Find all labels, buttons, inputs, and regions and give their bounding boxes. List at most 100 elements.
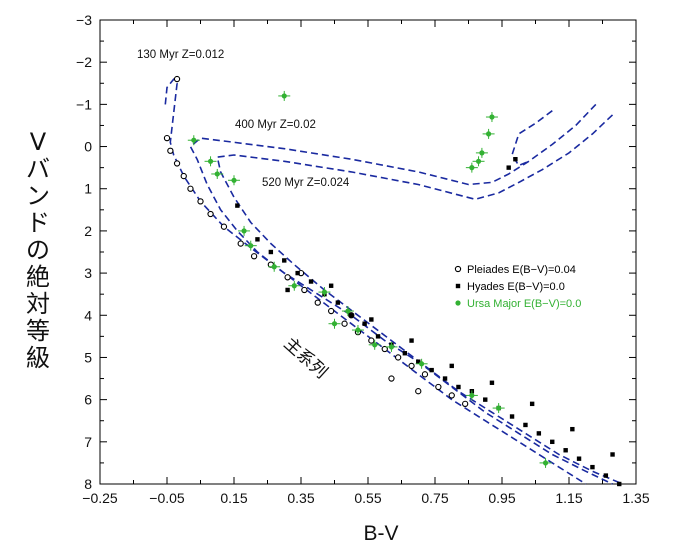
hyades-point <box>456 384 461 390</box>
y-tick-label: 5 <box>84 349 92 365</box>
hyades-point <box>442 376 448 381</box>
y-tick-label: −2 <box>76 54 92 70</box>
legend-entry: Pleiades E(B−V)=0.04 <box>467 264 576 276</box>
ursa-major-point <box>469 392 475 399</box>
legend: Pleiades E(B−V)=0.04 Hyades E(B−V)=0.0 Urs… <box>454 264 581 310</box>
isochrone-curves <box>164 78 623 485</box>
ursa-major-point <box>372 342 378 348</box>
ursa-major-point <box>496 405 502 411</box>
pleiades-point <box>388 375 395 382</box>
legend-entry: Hyades E(B−V)=0.0 <box>467 281 565 293</box>
hyades-point <box>603 473 609 478</box>
hyades-point <box>536 431 542 436</box>
y-tick-label: 3 <box>84 265 92 281</box>
y-axis-label-char: ン <box>26 182 50 210</box>
hyades-point <box>416 359 421 364</box>
x-axis-label: B-V <box>363 522 398 545</box>
hyades-point <box>550 439 555 445</box>
hyades-point <box>563 448 568 453</box>
hyades-point <box>489 380 495 385</box>
pleiades-point <box>415 388 422 395</box>
axes: −0.25 −0.05 0.15 0.35 0.55 0.75 0.95 1.15 1.35 −3… <box>76 12 650 506</box>
isochrone-line <box>216 114 623 485</box>
pleiades-point <box>167 147 174 154</box>
x-tick-label: 1.35 <box>622 490 649 506</box>
y-tick-label: 8 <box>84 476 92 492</box>
chart-labels: 130 Myr Z=0.012 400 Myr Z=0.02 520 Myr Z… <box>137 49 399 545</box>
pleiades-point <box>197 198 204 205</box>
y-tick-label: −3 <box>76 12 92 28</box>
ursa-major-point <box>271 264 277 270</box>
pleiades-point <box>394 354 402 361</box>
pleiades-point <box>284 274 291 281</box>
pleiades-point <box>301 286 308 294</box>
hyades-point <box>402 351 408 356</box>
hyades-point <box>268 249 274 255</box>
ursa-major-point <box>345 308 351 314</box>
hyades-point <box>235 203 240 208</box>
y-tick-label: 2 <box>84 223 92 239</box>
x-tick-label: 0.15 <box>220 490 247 506</box>
y-tick-label: 1 <box>84 181 92 197</box>
x-tick-label: 0.95 <box>488 490 515 506</box>
hyades-point <box>513 157 518 162</box>
hyades-point <box>529 401 535 407</box>
pleiades-point <box>173 160 181 167</box>
pleiades-point <box>173 75 181 83</box>
ursa-major-point <box>291 283 297 289</box>
legend-marker-pleiades <box>454 265 462 273</box>
hyades-point <box>295 270 300 276</box>
ursa-major-point <box>321 289 328 295</box>
ursa-major-point <box>207 158 214 164</box>
ursa-major-point <box>469 165 475 171</box>
hyades-point <box>375 334 381 339</box>
pleiades-point <box>163 134 171 142</box>
isochrone-line <box>164 78 587 485</box>
pleiades-point <box>237 240 244 247</box>
ursa-major-point <box>419 361 425 367</box>
y-tick-label: 7 <box>84 434 92 450</box>
x-tick-label: 1.15 <box>555 490 582 506</box>
hyades-point <box>617 481 622 487</box>
y-tick-label: 4 <box>84 307 92 323</box>
y-tick-label: 6 <box>84 392 92 408</box>
pleiades-point <box>448 392 455 399</box>
ursa-major-point <box>479 150 485 156</box>
pleiades-point <box>408 362 415 370</box>
y-tick-label: 0 <box>84 139 92 155</box>
hyades-point <box>362 321 367 326</box>
pleiades-point <box>250 253 258 260</box>
ursa-major-point <box>542 460 549 466</box>
isochrone-line <box>511 110 553 167</box>
pleiades-point <box>421 371 429 378</box>
plot-frame <box>99 19 637 485</box>
hyades-point <box>576 456 582 461</box>
isochrone-line <box>189 103 613 485</box>
pleiades-point <box>207 210 214 218</box>
pleiades-point <box>187 185 194 192</box>
hyades-point <box>429 367 434 373</box>
hyades-point <box>509 414 515 419</box>
x-tick-label: 0.35 <box>287 490 314 506</box>
main-sequence-label: 主系列 <box>280 334 331 383</box>
ursa-major-point <box>475 158 482 164</box>
pleiades-point <box>461 400 469 408</box>
y-axis-label-char: バ <box>26 155 50 183</box>
annotation-130myr: 130 Myr Z=0.012 <box>137 49 224 61</box>
x-tick-label: −0.25 <box>82 490 118 506</box>
legend-marker-hyades <box>455 283 461 289</box>
ursa-major-point <box>231 177 237 183</box>
hyades-point <box>335 300 341 305</box>
y-axis-label-char: V <box>30 128 47 156</box>
hyades-point <box>483 397 488 402</box>
hyades-point <box>255 237 260 242</box>
y-axis-label-char: 級 <box>26 344 50 372</box>
pleiades-point <box>435 383 442 391</box>
hyades-point <box>570 426 575 432</box>
ursa-major-point <box>281 93 287 99</box>
x-tick-label: −0.05 <box>149 490 185 506</box>
ursa-major-point <box>191 137 197 143</box>
pleiades-point <box>341 320 348 327</box>
